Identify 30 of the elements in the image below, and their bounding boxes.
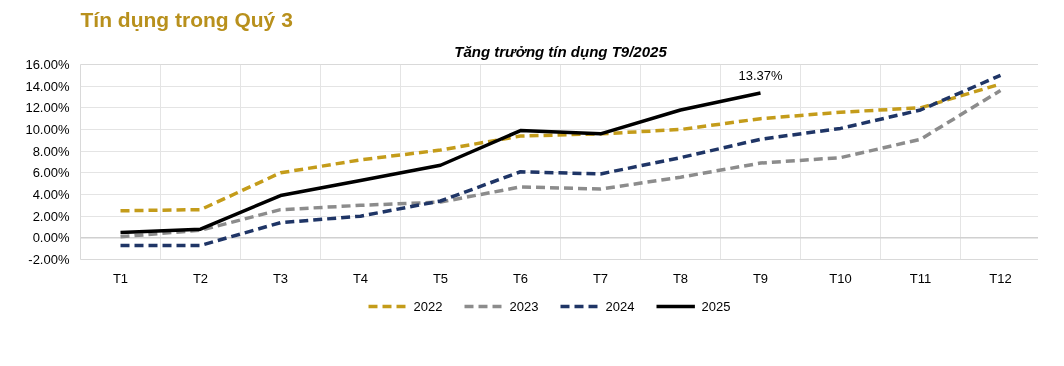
y-tick-label: 14.00% xyxy=(25,78,70,94)
y-tick-label: 2.00% xyxy=(32,208,70,224)
y-tick-label: 16.00% xyxy=(25,57,70,72)
x-tick-label: T12 xyxy=(989,270,1012,286)
x-tick-label: T3 xyxy=(272,270,289,286)
chart-title: Tín dụng trong Quý 3 xyxy=(80,7,293,31)
x-tick-label: T1 xyxy=(112,270,129,286)
y-tick-label: 8.00% xyxy=(32,143,70,159)
chart-subtitle: Tăng trưởng tín dụng T9/2025 xyxy=(454,42,668,60)
x-tick-label: T9 xyxy=(752,270,769,286)
y-tick-label: -2.00% xyxy=(28,252,70,267)
x-tick-label: T10 xyxy=(829,270,852,286)
legend-label: 2023 xyxy=(509,299,539,314)
x-tick-label: T4 xyxy=(352,270,369,286)
y-tick-label: 0.00% xyxy=(32,230,70,246)
legend-label: 2022 xyxy=(413,299,443,314)
y-tick-label: 6.00% xyxy=(32,165,70,181)
y-tick-label: 10.00% xyxy=(25,122,70,137)
legend-label: 2025 xyxy=(701,299,731,314)
x-tick-label: T5 xyxy=(432,270,449,286)
y-tick-label: 4.00% xyxy=(32,187,70,202)
x-tick-label: T7 xyxy=(592,270,609,286)
y-tick-label: 12.00% xyxy=(25,100,70,116)
x-tick-label: T11 xyxy=(909,270,932,286)
data-label: 13.37% xyxy=(738,67,783,83)
line-series xyxy=(118,91,763,235)
x-tick-label: T6 xyxy=(512,270,529,286)
x-tick-label: T8 xyxy=(672,270,689,286)
x-tick-label: T2 xyxy=(192,270,209,286)
legend-label: 2024 xyxy=(605,299,635,314)
